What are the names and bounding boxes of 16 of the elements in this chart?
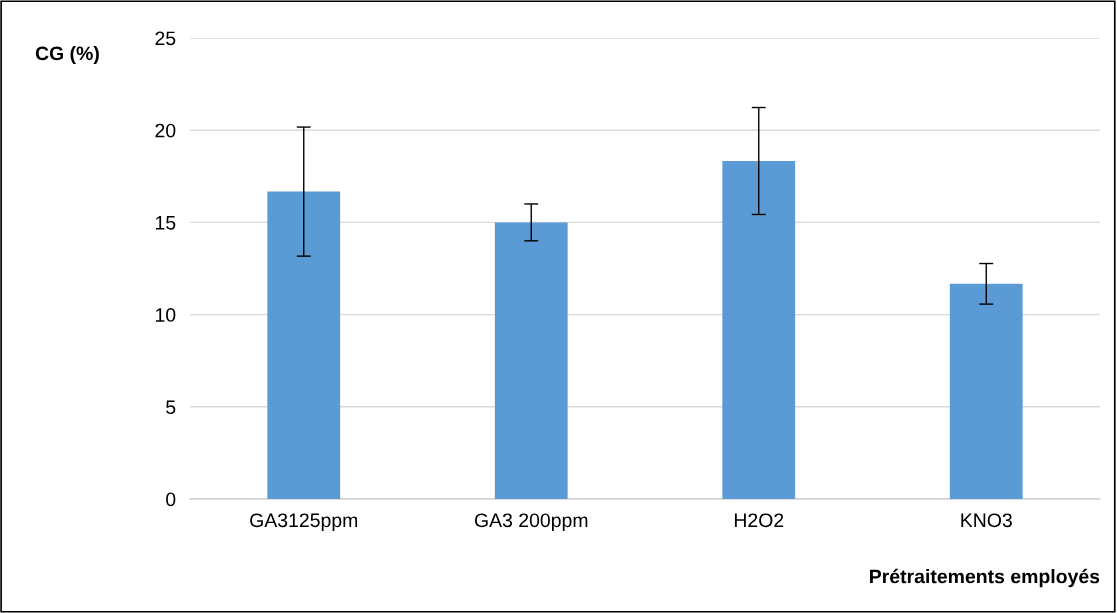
x-tick-label: GA3 200ppm [474, 513, 588, 532]
y-tick-label: 0 [166, 492, 176, 507]
x-axis-title: Prétraitements employés [870, 568, 1100, 588]
y-tick-label: 20 [155, 123, 176, 138]
bar [494, 222, 568, 499]
y-tick-label: 5 [166, 400, 176, 415]
bar [722, 160, 796, 499]
bar [949, 283, 1023, 499]
y-tick-label: 10 [155, 308, 176, 322]
y-tick-label: 25 [155, 31, 176, 46]
bar [267, 191, 341, 499]
x-tick-label: GA3125ppm [250, 513, 358, 532]
y-axis-title: CG (%) [35, 45, 99, 65]
x-tick-label: H2O2 [734, 513, 784, 528]
y-tick-label: 15 [155, 216, 176, 230]
x-tick-label: KNO3 [961, 513, 1012, 528]
